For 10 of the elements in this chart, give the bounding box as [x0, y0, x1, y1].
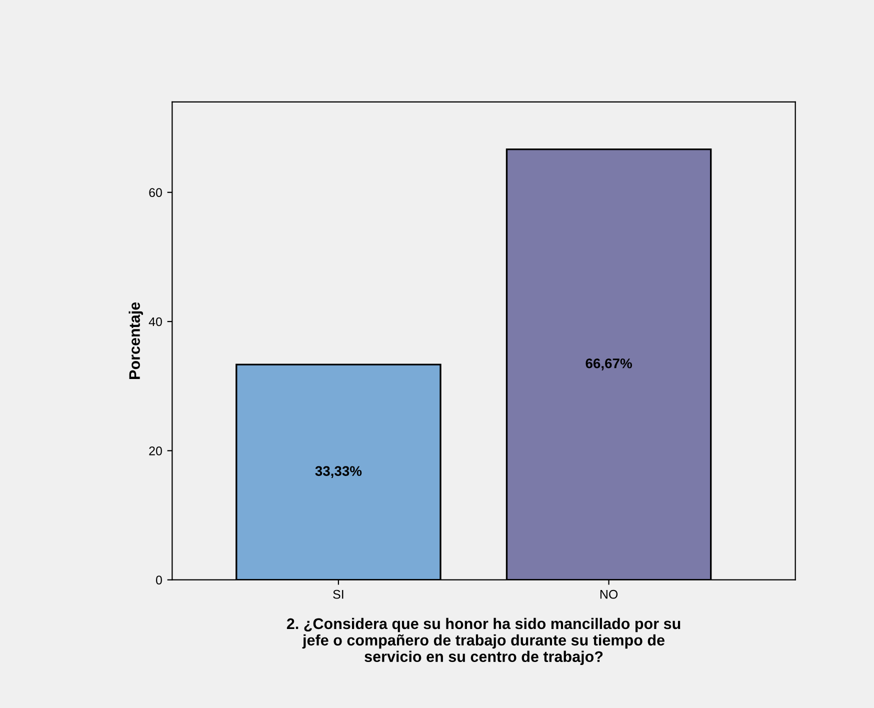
- x-axis-title: 2. ¿Considera que su honor ha sido mancillado por su jefe o compañero de trabajo durante su tiempo de servicio en su centro de trabajo?: [286, 618, 680, 666]
- data-label: 66,67%: [586, 358, 632, 370]
- y-axis-title: Porcentaje: [128, 302, 143, 379]
- x-tick-label: NO: [600, 590, 618, 599]
- data-label: 33,33%: [315, 466, 362, 478]
- y-tick-label: 60: [149, 188, 162, 198]
- y-tick-label: 0: [156, 576, 162, 585]
- x-tick-label: SI: [333, 590, 344, 599]
- y-tick-label: 20: [149, 446, 162, 456]
- y-tick-label: 40: [148, 317, 162, 326]
